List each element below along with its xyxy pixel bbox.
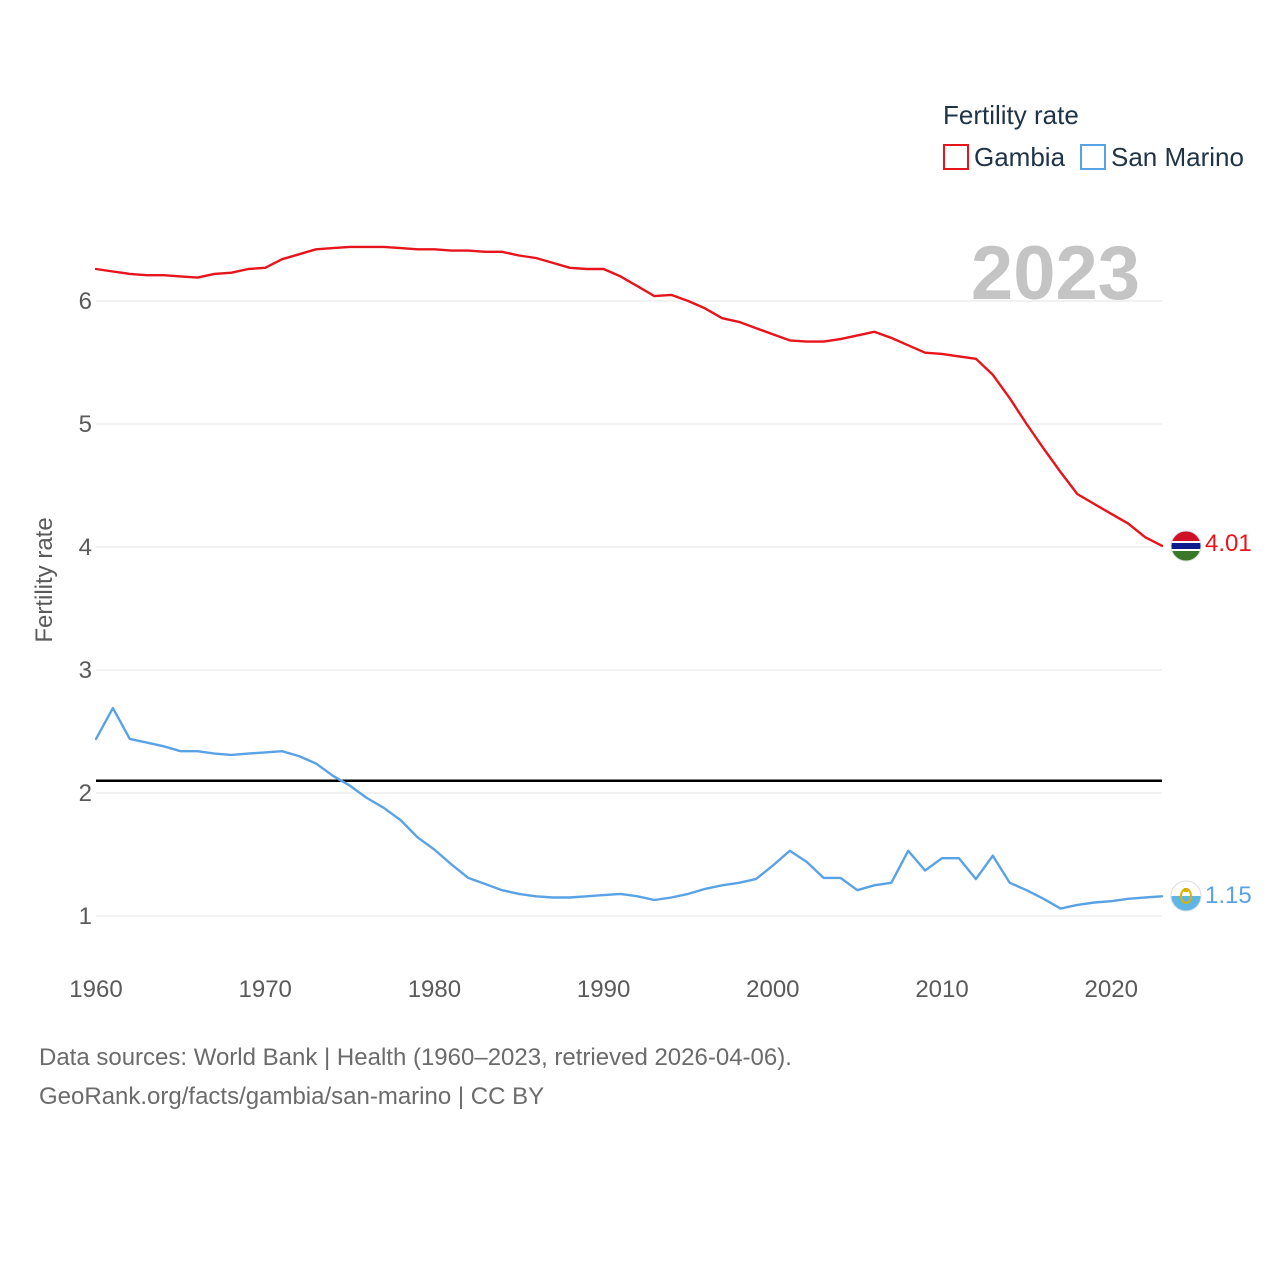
gambia-flag-border [1170,530,1202,562]
legend-item-san-marino[interactable]: San Marino [1080,142,1244,172]
x-tick-label: 2010 [915,976,968,1003]
y-tick-label: 3 [79,657,92,684]
x-tick-label: 2000 [746,976,799,1003]
gambia-flag-icon [1171,531,1201,561]
san-marino-flag-icon [1171,881,1201,911]
y-tick-label: 2 [79,780,92,807]
legend: Fertility rate Gambia San Marino [943,100,1244,172]
legend-title: Fertility rate [943,100,1079,130]
end-label-san-marino: 1.15 [1205,882,1252,909]
x-tick-label: 1990 [577,976,630,1003]
series-line-san-marino[interactable] [94,706,1164,910]
y-axis-title: Fertility rate [31,517,58,642]
legend-item-gambia[interactable]: Gambia [943,142,1066,172]
end-label-gambia: 4.01 [1205,530,1252,557]
y-tick-label: 4 [79,534,92,561]
y-tick-label: 1 [79,903,92,930]
fertility-chart: 1 2 3 4 5 6 1960 1970 1980 1990 2000 2010 2020 Ferti… [31,100,1252,1003]
x-tick-label: 1960 [69,976,122,1003]
footer-sources: Data sources: World Bank | Health (1960–… [39,1044,792,1071]
footer-credit: GeoRank.org/facts/gambia/san-marino | CC… [39,1083,545,1110]
san-marino-flag-border [1170,880,1202,912]
series-lines [94,245,1164,910]
y-tick-label: 5 [79,411,92,438]
x-tick-label: 2020 [1085,976,1138,1003]
legend-label-san-marino: San Marino [1111,142,1244,172]
x-tick-label: 1980 [408,976,461,1003]
year-label: 2023 [971,231,1140,316]
legend-label-gambia: Gambia [974,142,1066,172]
x-tick-label: 1970 [239,976,292,1003]
legend-swatch-gambia [943,144,969,170]
legend-swatch-san-marino [1080,144,1106,170]
y-tick-label: 6 [79,288,92,315]
series-line-gambia[interactable] [94,245,1164,547]
grid-lines: 1 2 3 4 5 6 1960 1970 1980 1990 2000 2010 2020 [69,288,1162,1003]
